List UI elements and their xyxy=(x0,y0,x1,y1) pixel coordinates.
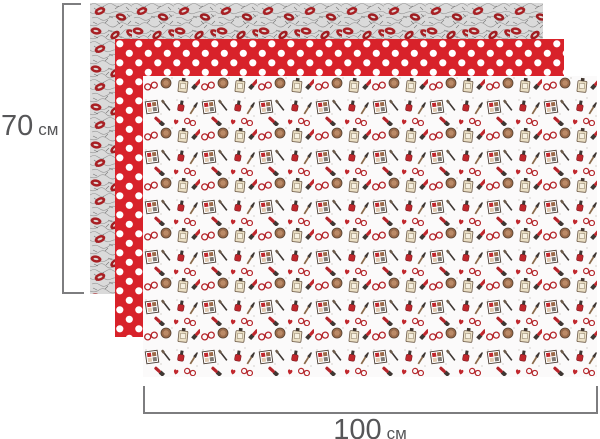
height-dimension-label: 70 см xyxy=(1,110,58,143)
width-dimension-label: 100 см xyxy=(300,414,440,439)
width-value: 100 xyxy=(333,414,382,439)
height-dimension-tick-top xyxy=(62,3,81,5)
width-dimension-line xyxy=(143,412,598,414)
width-dimension-tick-left xyxy=(143,386,145,414)
width-unit: см xyxy=(386,424,407,439)
height-dimension-tick-bottom xyxy=(62,292,84,294)
height-dimension-line xyxy=(62,3,64,294)
cosmetics-pattern-sheet xyxy=(143,76,597,377)
width-dimension-tick-right xyxy=(596,386,598,414)
height-unit: см xyxy=(38,120,59,139)
height-value: 70 xyxy=(1,110,34,142)
